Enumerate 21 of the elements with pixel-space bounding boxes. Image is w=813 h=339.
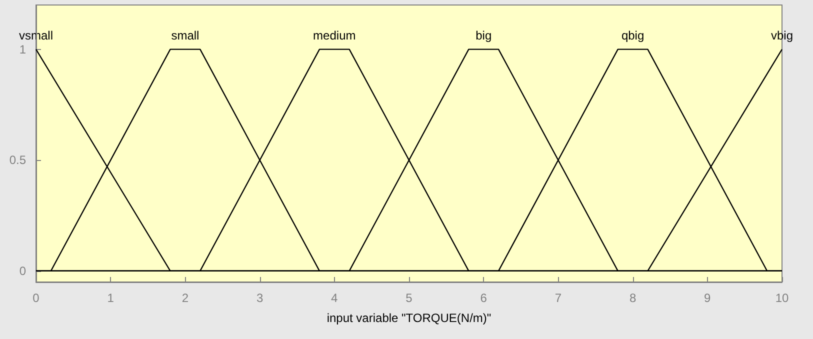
x-tick-label: 0 (32, 291, 40, 305)
series-label: big (476, 28, 492, 42)
x-tick-label: 9 (704, 291, 712, 305)
x-tick-label: 7 (554, 291, 562, 305)
x-tick-label: 8 (629, 291, 636, 305)
x-tick-label: 4 (331, 291, 338, 305)
x-axis-title: input variable "TORQUE(N/m)" (326, 311, 492, 325)
x-tick-label: 1 (107, 291, 114, 305)
x-tick-label: 6 (480, 291, 488, 305)
x-tick-label: 3 (256, 291, 264, 305)
series-label: vbig (770, 28, 794, 42)
y-tick-label: 0.5 (9, 153, 26, 168)
y-tick-label: 1 (19, 42, 26, 56)
x-tick-label: 10 (775, 291, 789, 305)
series-label: medium (313, 28, 356, 42)
series-label: qbig (621, 28, 644, 42)
series-label: vsmall (18, 28, 54, 42)
x-tick-label: 5 (406, 291, 413, 305)
y-tick-label: 0 (19, 264, 26, 278)
x-tick-label: 2 (182, 291, 189, 305)
series-label: small (171, 28, 200, 42)
